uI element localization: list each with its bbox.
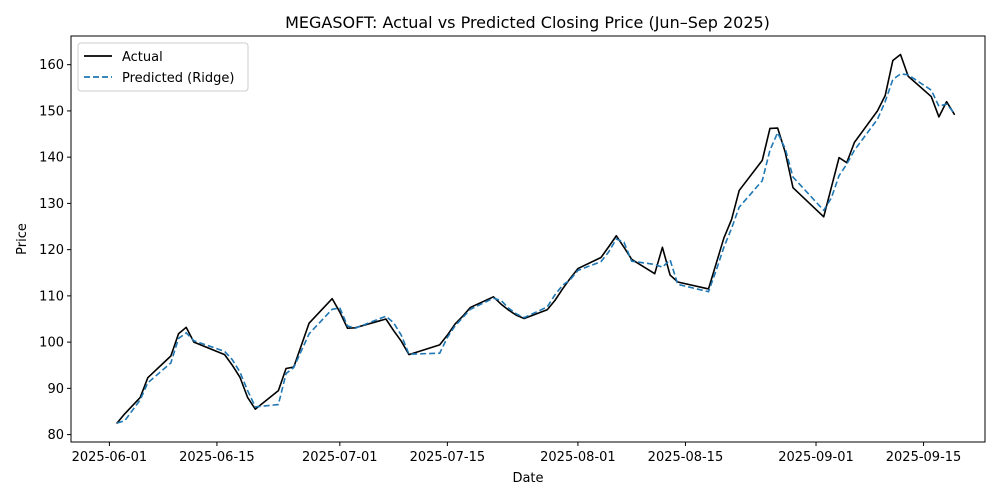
x-axis: 2025-06-01 2025-06-15 2025-07-01 2025-07-15…	[72, 442, 962, 465]
legend-label-actual: Actual	[122, 50, 163, 65]
legend-box	[77, 42, 249, 92]
series-line-predicted	[116, 73, 955, 424]
y-axis-label: Price	[15, 223, 30, 255]
axes-frame	[70, 35, 986, 443]
x-tick-label: 2025-08-15	[648, 450, 724, 465]
y-tick-label: 160	[39, 58, 64, 73]
y-axis: 80 90 100 110 120 130 140 150 160	[39, 58, 71, 443]
y-tick-label: 90	[47, 382, 64, 397]
legend-label-predicted: Predicted (Ridge)	[122, 71, 234, 86]
y-tick-label: 110	[39, 289, 64, 304]
x-tick-label: 2025-07-15	[410, 450, 486, 465]
legend: Actual Predicted (Ridge)	[77, 42, 249, 92]
series-layer	[116, 53, 956, 424]
y-tick-label: 140	[39, 151, 64, 166]
y-tick-label: 100	[39, 336, 64, 351]
x-tick-label: 2025-09-15	[886, 450, 962, 465]
x-axis-label: Date	[512, 471, 543, 486]
y-tick-label: 120	[39, 243, 64, 258]
plot-area: 2025-06-01 2025-06-15 2025-07-01 2025-07-15…	[39, 35, 986, 465]
x-tick-label: 2025-07-01	[302, 450, 378, 465]
x-tick-label: 2025-06-15	[179, 450, 255, 465]
x-tick-label: 2025-09-01	[778, 450, 854, 465]
series-line-actual	[116, 53, 956, 424]
y-tick-label: 130	[39, 197, 64, 212]
y-tick-label: 150	[39, 104, 64, 119]
chart-title: MEGASOFT: Actual vs Predicted Closing Pr…	[285, 13, 770, 32]
x-tick-label: 2025-08-01	[540, 450, 616, 465]
y-tick-label: 80	[47, 428, 64, 443]
x-tick-label: 2025-06-01	[72, 450, 148, 465]
